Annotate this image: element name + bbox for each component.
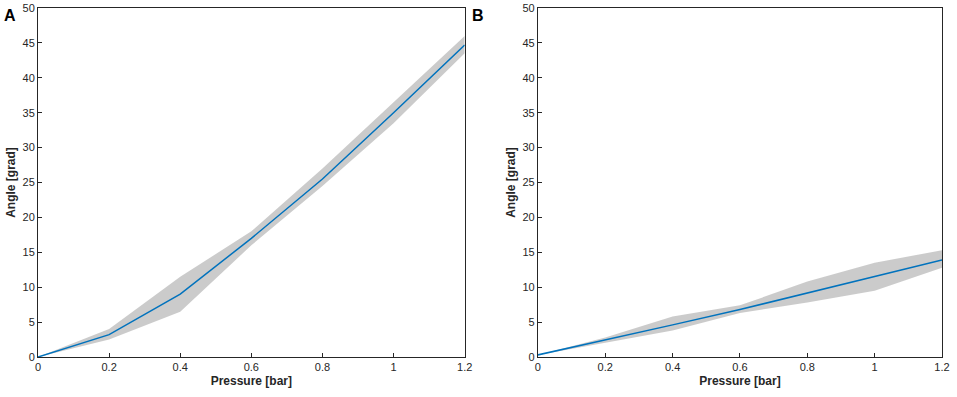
svg-text:20: 20 bbox=[23, 211, 35, 223]
svg-text:Angle [grad]: Angle [grad] bbox=[504, 147, 518, 218]
svg-text:10: 10 bbox=[522, 281, 534, 293]
svg-text:20: 20 bbox=[522, 211, 534, 223]
svg-text:0: 0 bbox=[535, 361, 541, 373]
svg-text:50: 50 bbox=[522, 2, 534, 14]
svg-text:1: 1 bbox=[872, 361, 878, 373]
svg-text:35: 35 bbox=[23, 107, 35, 119]
svg-text:0.2: 0.2 bbox=[598, 361, 613, 373]
svg-text:1: 1 bbox=[391, 361, 397, 373]
svg-text:0: 0 bbox=[29, 351, 35, 363]
svg-text:5: 5 bbox=[529, 316, 535, 328]
svg-text:0.2: 0.2 bbox=[101, 361, 116, 373]
svg-text:B: B bbox=[472, 7, 484, 24]
svg-text:0.4: 0.4 bbox=[173, 361, 188, 373]
svg-text:45: 45 bbox=[522, 37, 534, 49]
svg-text:0.8: 0.8 bbox=[315, 361, 330, 373]
svg-text:Pressure [bar]: Pressure [bar] bbox=[699, 374, 780, 388]
svg-text:30: 30 bbox=[23, 141, 35, 153]
svg-text:5: 5 bbox=[29, 316, 35, 328]
svg-text:15: 15 bbox=[23, 246, 35, 258]
svg-text:10: 10 bbox=[23, 281, 35, 293]
svg-text:Angle [grad]: Angle [grad] bbox=[4, 147, 18, 218]
svg-text:1.2: 1.2 bbox=[934, 361, 949, 373]
svg-text:A: A bbox=[4, 7, 16, 24]
svg-text:40: 40 bbox=[522, 72, 534, 84]
svg-text:Pressure [bar]: Pressure [bar] bbox=[211, 374, 292, 388]
svg-text:30: 30 bbox=[522, 141, 534, 153]
svg-text:25: 25 bbox=[522, 176, 534, 188]
svg-text:0.8: 0.8 bbox=[800, 361, 815, 373]
svg-text:0: 0 bbox=[35, 361, 41, 373]
svg-text:50: 50 bbox=[23, 2, 35, 14]
svg-text:15: 15 bbox=[522, 246, 534, 258]
svg-text:1.2: 1.2 bbox=[457, 361, 472, 373]
svg-text:40: 40 bbox=[23, 72, 35, 84]
svg-text:35: 35 bbox=[522, 107, 534, 119]
svg-text:45: 45 bbox=[23, 37, 35, 49]
svg-text:25: 25 bbox=[23, 176, 35, 188]
svg-text:0.6: 0.6 bbox=[244, 361, 259, 373]
svg-text:0: 0 bbox=[529, 351, 535, 363]
svg-text:0.6: 0.6 bbox=[732, 361, 747, 373]
svg-text:0.4: 0.4 bbox=[665, 361, 680, 373]
